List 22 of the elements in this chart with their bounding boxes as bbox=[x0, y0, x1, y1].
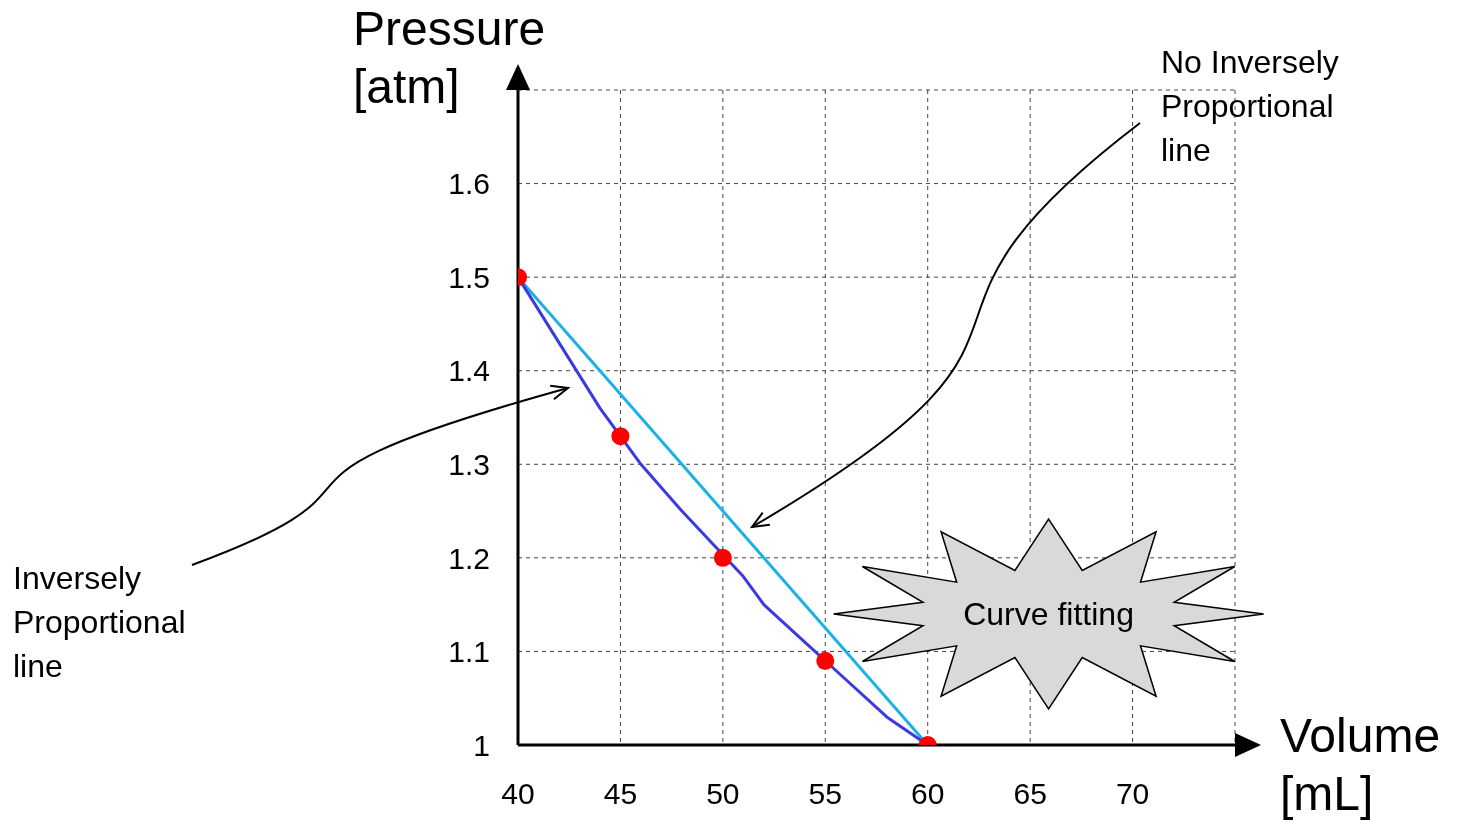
x-tick-label: 40 bbox=[501, 777, 535, 811]
y-tick-label: 1.4 bbox=[448, 354, 490, 388]
annotation: No Inversely Proportional line bbox=[1161, 43, 1340, 170]
text: Inversely Proportional line bbox=[13, 559, 187, 686]
y-tick-label: 1.2 bbox=[448, 541, 490, 575]
point bbox=[713, 548, 732, 567]
x-tick-label: 45 bbox=[603, 777, 638, 811]
x-tick-label: 60 bbox=[911, 777, 945, 811]
y-tick-label: 1.5 bbox=[448, 260, 490, 294]
y-tick-label: 1.3 bbox=[448, 447, 490, 481]
y-tick-label: 1.6 bbox=[448, 167, 490, 201]
y-tick-label: 1.1 bbox=[448, 635, 490, 669]
point bbox=[611, 427, 630, 446]
annotation: Curve fitting bbox=[963, 596, 1134, 632]
point bbox=[816, 651, 835, 670]
x-tick-label: 50 bbox=[706, 777, 740, 811]
y-axis-title: Pressure [atm] bbox=[353, 1, 547, 115]
x-tick-label: 70 bbox=[1115, 777, 1150, 811]
x-tick-label: 65 bbox=[1013, 777, 1047, 811]
y-tick-label: 1 bbox=[473, 728, 490, 762]
x-tick-label: 55 bbox=[808, 777, 842, 811]
x-axis-title: Volume [mL] bbox=[1280, 708, 1442, 822]
